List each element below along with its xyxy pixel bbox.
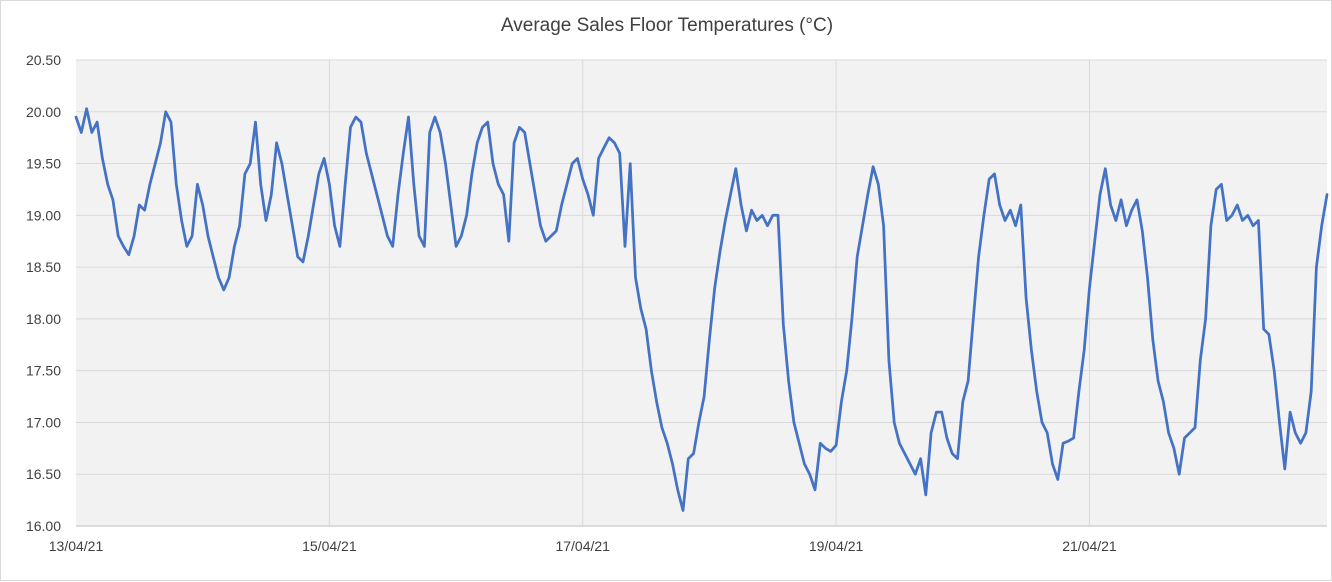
plot-area <box>76 60 1327 526</box>
y-tick-label: 20.00 <box>26 104 61 120</box>
y-axis-ticks: 16.00 16.50 17.00 17.50 18.00 18.50 19.00 19.50… <box>26 52 61 534</box>
y-tick-label: 18.00 <box>26 311 61 327</box>
x-tick-label: 17/04/21 <box>555 538 610 554</box>
x-tick-label: 15/04/21 <box>302 538 357 554</box>
temperature-series-line <box>74 107 1329 512</box>
y-tick-label: 19.00 <box>26 207 61 223</box>
y-tick-label: 16.00 <box>26 518 61 534</box>
y-tick-label: 18.50 <box>26 259 61 275</box>
chart-title: Average Sales Floor Temperatures (°C) <box>500 15 834 36</box>
x-tick-label: 13/04/21 <box>49 538 104 554</box>
x-tick-label: 21/04/21 <box>1062 538 1117 554</box>
x-tick-label: 19/04/21 <box>809 538 864 554</box>
series-layer <box>74 107 1329 512</box>
x-axis-ticks: 13/04/21 15/04/21 17/04/21 19/04/21 21/04/21 <box>49 538 1117 554</box>
y-tick-label: 17.50 <box>26 363 61 379</box>
y-tick-label: 16.50 <box>26 466 61 482</box>
y-tick-label: 19.50 <box>26 156 61 172</box>
gridlines <box>76 59 1327 527</box>
y-tick-label: 17.00 <box>26 414 61 430</box>
y-tick-label: 20.50 <box>26 52 61 68</box>
